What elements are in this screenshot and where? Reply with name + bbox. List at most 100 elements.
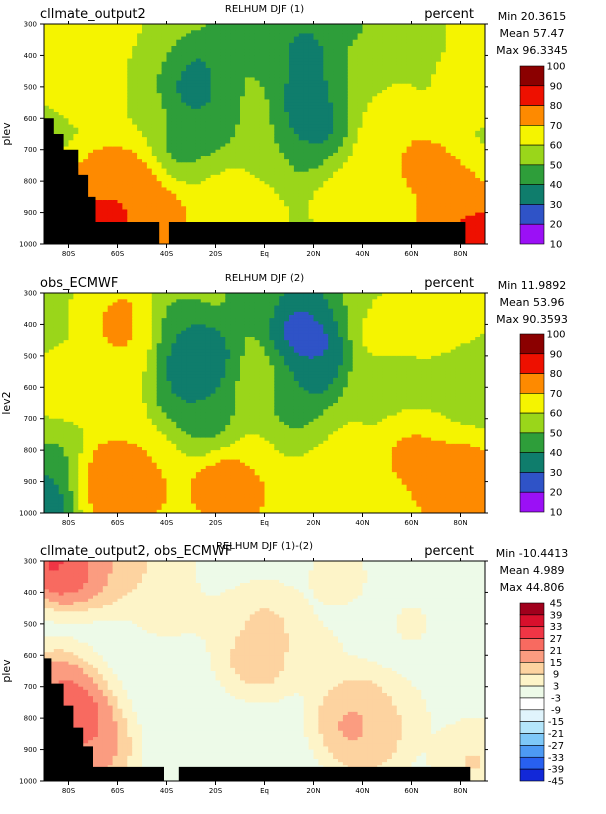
- contour-cell: [161, 200, 168, 204]
- contour-cell: [244, 206, 251, 211]
- contour-cell: [318, 178, 324, 182]
- contour-cell: [293, 42, 300, 47]
- contour-cell: [97, 112, 104, 116]
- contour-cell: [313, 159, 319, 163]
- contour-cell: [387, 93, 393, 97]
- contour-cell: [122, 165, 128, 170]
- contour-cell: [132, 115, 138, 119]
- contour-cell: [338, 52, 344, 57]
- contour-cell: [342, 90, 349, 94]
- contour-cell: [146, 80, 153, 85]
- contour-cell: [333, 86, 339, 91]
- contour-cell: [151, 52, 158, 57]
- contour-cell: [338, 127, 344, 132]
- contour-cell: [293, 149, 300, 154]
- contour-cell: [328, 130, 334, 135]
- contour-cell: [73, 134, 79, 138]
- contour-cell: [127, 39, 133, 44]
- contour-cell: [372, 42, 378, 47]
- contour-cell: [122, 80, 128, 85]
- contour-cell: [53, 52, 60, 57]
- contour-cell: [88, 83, 94, 88]
- contour-cell: [244, 190, 251, 195]
- contour-cell: [88, 159, 94, 163]
- contour-cell: [205, 46, 212, 50]
- contour-cell: [181, 118, 187, 123]
- contour-cell: [249, 190, 256, 195]
- contour-cell: [269, 212, 275, 217]
- contour-cell: [342, 140, 349, 145]
- contour-cell: [323, 83, 329, 88]
- contour-cell: [176, 159, 182, 163]
- contour-cell: [83, 108, 89, 113]
- contour-cell: [382, 212, 388, 217]
- contour-cell: [342, 146, 349, 151]
- contour-cell: [362, 39, 368, 44]
- contour-cell: [240, 86, 246, 91]
- contour-cell: [132, 168, 138, 173]
- contour-cell: [186, 171, 192, 176]
- contour-cell: [137, 30, 143, 35]
- contour-cell: [298, 115, 305, 119]
- contour-cell: [210, 112, 217, 116]
- contour-cell: [161, 231, 168, 236]
- contour-cell: [132, 74, 138, 79]
- contour-cell: [328, 152, 334, 157]
- contour-cell: [156, 215, 163, 220]
- contour-cell: [284, 190, 290, 195]
- contour-cell: [137, 112, 143, 116]
- contour-cell: [259, 74, 266, 79]
- contour-cell: [195, 74, 202, 79]
- contour-cell: [132, 46, 138, 50]
- contour-cell: [352, 209, 359, 214]
- contour-cell: [171, 165, 177, 170]
- contour-cell: [102, 30, 109, 35]
- contour-cell: [244, 30, 251, 35]
- contour-cell: [264, 200, 270, 204]
- contour-cell: [186, 134, 192, 138]
- contour-cell: [78, 55, 84, 60]
- contour-cell: [289, 99, 295, 104]
- contour-cell: [303, 77, 310, 82]
- contour-cell: [205, 108, 212, 113]
- contour-cell: [156, 99, 163, 104]
- contour-cell: [156, 143, 163, 148]
- contour-cell: [205, 115, 212, 119]
- contour-cell: [176, 71, 182, 75]
- contour-cell: [97, 64, 104, 69]
- contour-cell: [357, 174, 364, 179]
- contour-cell: [68, 83, 74, 88]
- contour-cell: [171, 137, 177, 141]
- contour-cell: [156, 152, 163, 157]
- contour-cell: [186, 55, 192, 60]
- contour-cell: [93, 77, 99, 82]
- contour-cell: [230, 68, 236, 72]
- contour-cell: [377, 24, 383, 28]
- contour-cell: [230, 152, 236, 157]
- contour-cell: [293, 46, 300, 50]
- contour-cell: [249, 77, 256, 82]
- contour-cell: [220, 190, 226, 195]
- contour-cell: [181, 102, 187, 107]
- contour-cell: [333, 206, 339, 211]
- contour-cell: [176, 58, 182, 63]
- contour-cell: [279, 33, 285, 38]
- contour-cell: [269, 184, 275, 189]
- contour-cell: [230, 121, 236, 126]
- contour-cell: [377, 64, 383, 69]
- contour-cell: [210, 143, 217, 148]
- contour-cell: [303, 46, 310, 50]
- contour-cell: [117, 215, 123, 220]
- contour-cell: [88, 90, 94, 94]
- contour-cell: [161, 124, 168, 129]
- contour-cell: [235, 143, 241, 148]
- contour-cell: [225, 200, 231, 204]
- contour-cell: [58, 24, 65, 28]
- contour-cell: [289, 181, 295, 185]
- contour-cell: [73, 64, 79, 69]
- contour-cell: [102, 124, 109, 129]
- contour-cell: [357, 61, 364, 66]
- contour-cell: [308, 181, 315, 185]
- contour-cell: [387, 143, 393, 148]
- contour-cell: [372, 105, 378, 110]
